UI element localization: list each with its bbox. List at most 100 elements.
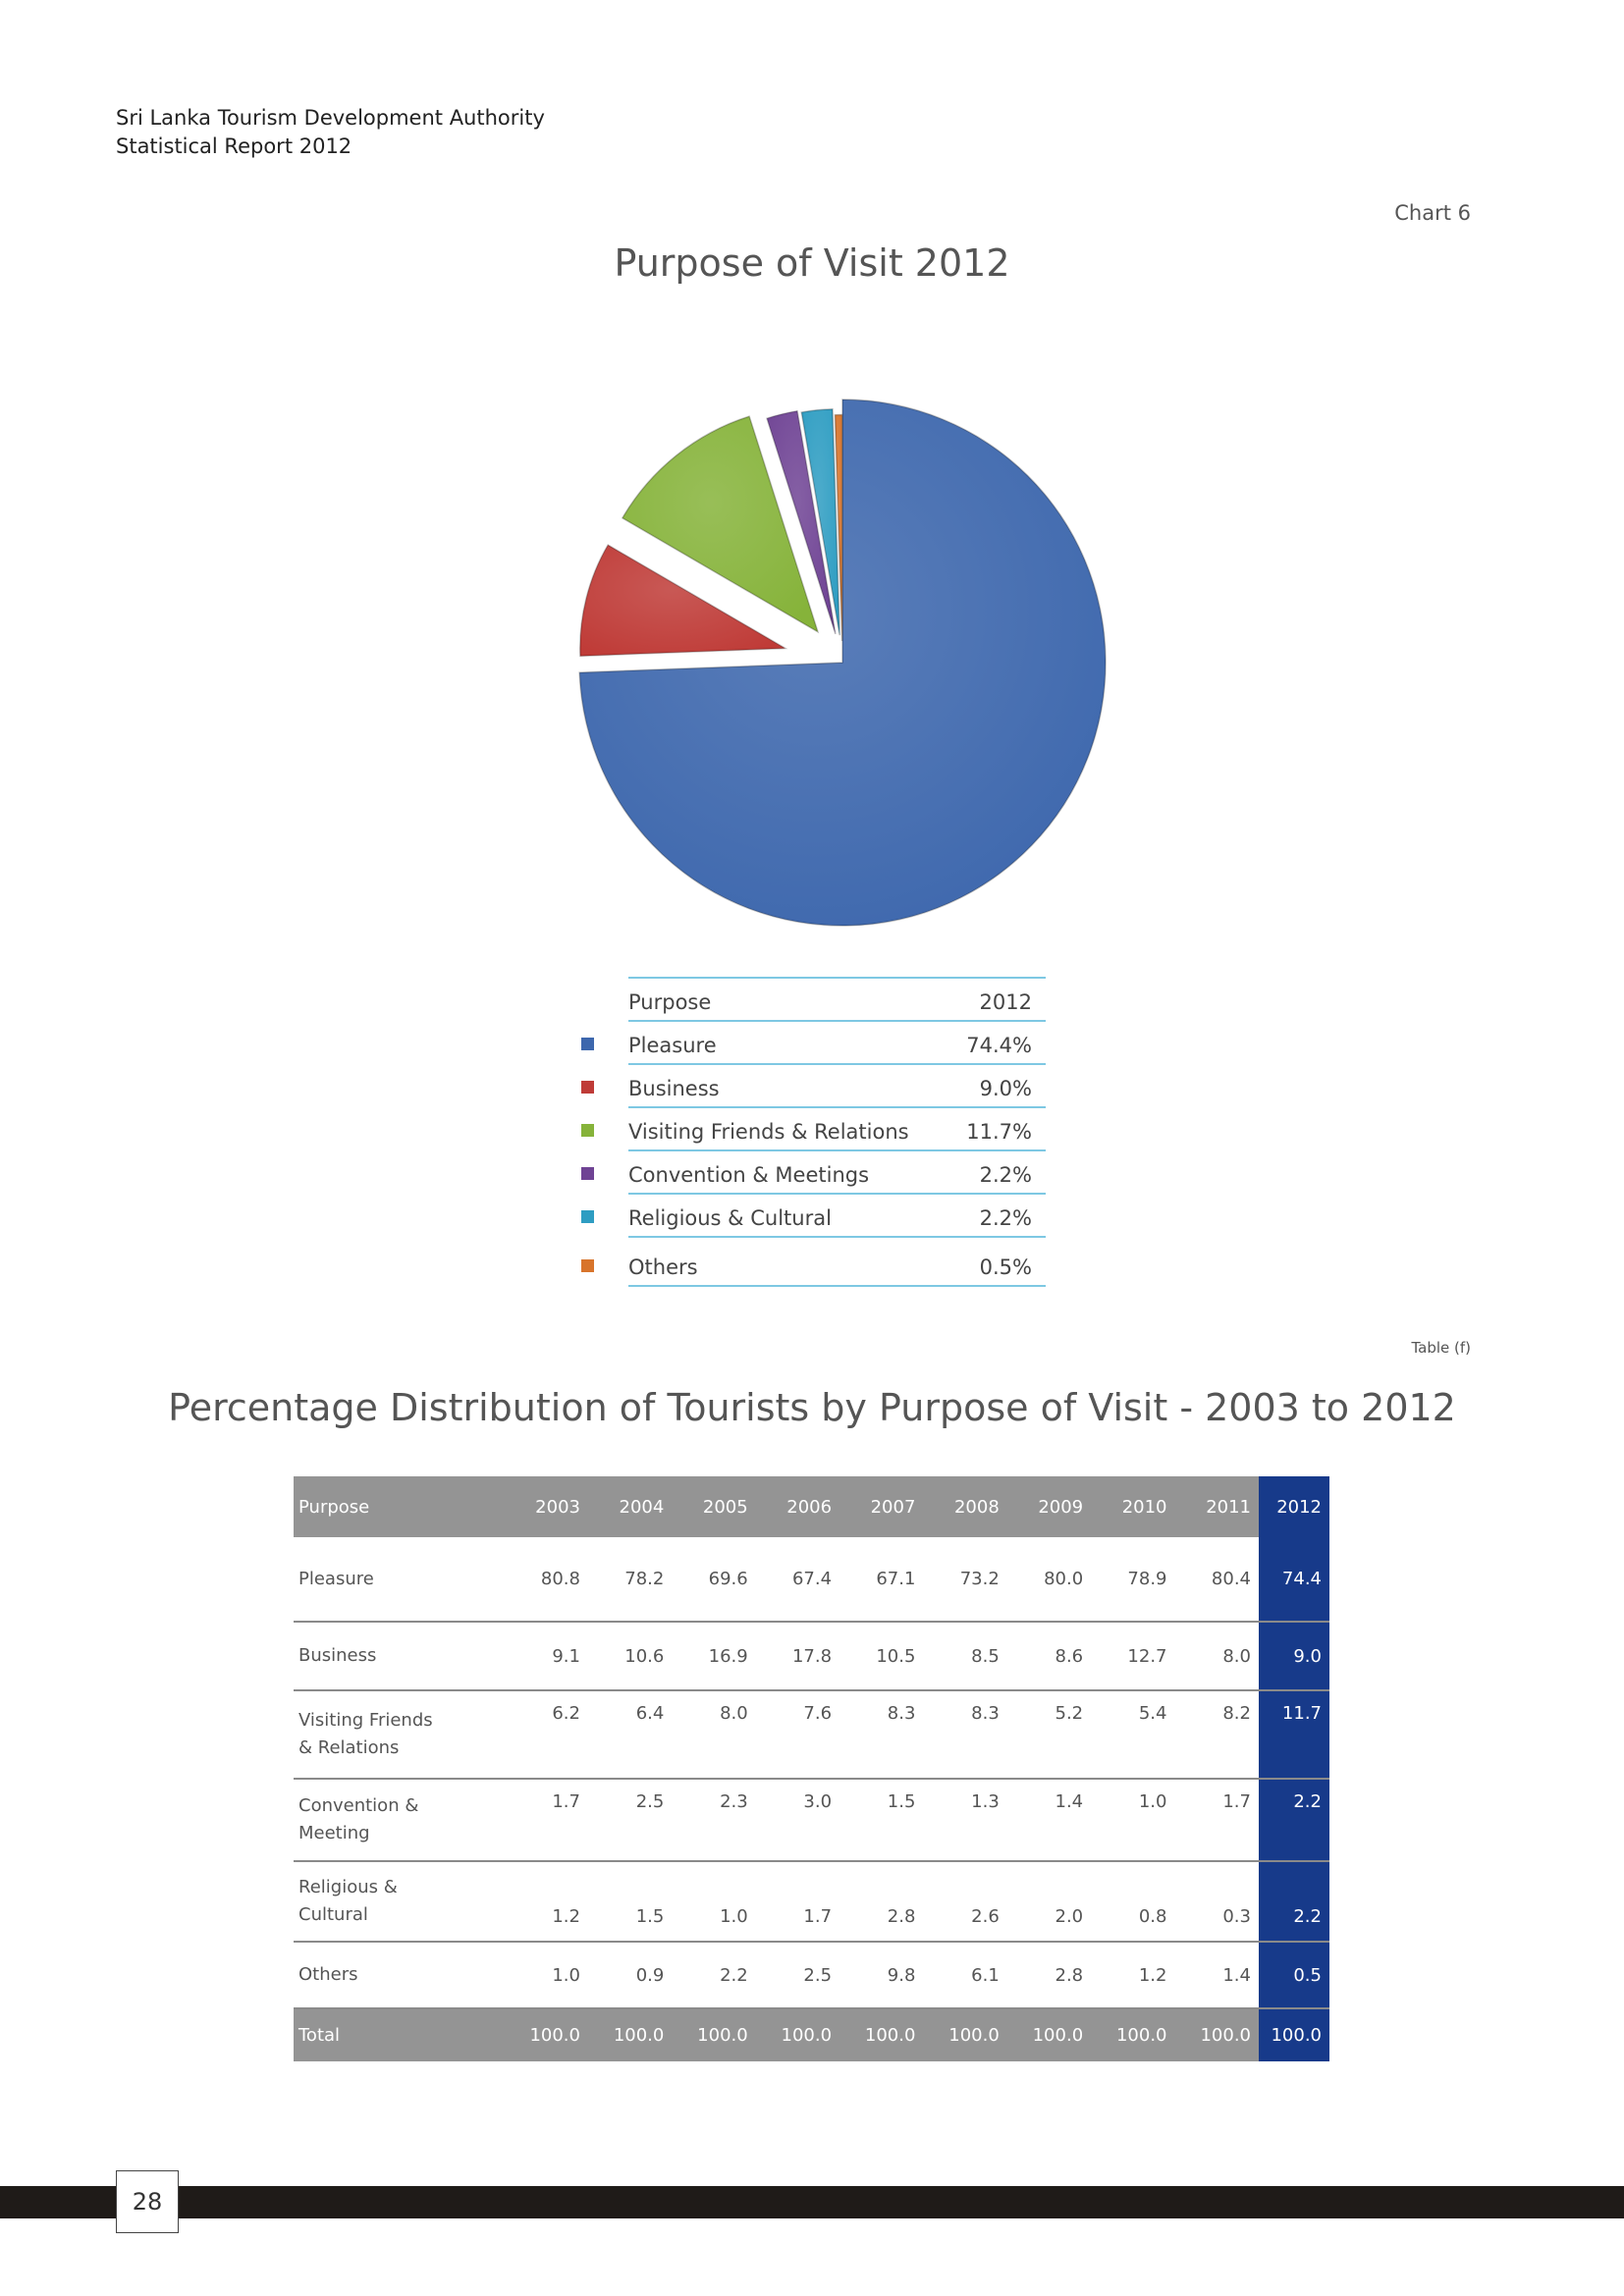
cell-value: 0.5 — [1259, 1942, 1329, 2008]
cell-value: 67.4 — [791, 1569, 833, 1589]
cell-value: 1.3 — [971, 1791, 1000, 1812]
cell-value: 8.0 — [1222, 1645, 1251, 1667]
legend-swatch — [581, 1167, 594, 1180]
chart-title: Purpose of Visit 2012 — [614, 241, 1010, 285]
total-value: 100.0 — [864, 2025, 916, 2046]
cell-value: 8.2 — [1222, 1703, 1251, 1724]
column-header-year: 2009 — [1038, 1496, 1084, 1518]
table-row: Visiting Friends & Relations 6.2 6.4 8.0 7.6 8… — [294, 1690, 1329, 1779]
cell-value: 1.0 — [720, 1906, 748, 1927]
cell-value: 8.3 — [887, 1703, 916, 1724]
row-purpose: Pleasure — [294, 1537, 505, 1622]
total-value: 100.0 — [613, 2025, 665, 2046]
pie-slice-business — [579, 544, 788, 658]
legend-label: Convention & Meetings — [628, 1163, 870, 1187]
cell-value: 78.9 — [1127, 1569, 1167, 1589]
cell-value: 6.4 — [635, 1703, 665, 1724]
row-purpose: Business — [294, 1622, 505, 1690]
pie-slice-religious-cultural — [800, 408, 840, 636]
cell-value: 10.5 — [876, 1645, 916, 1667]
legend-swatch — [581, 1259, 594, 1272]
org-name: Sri Lanka Tourism Development Authority — [116, 106, 545, 130]
cell-value: 8.6 — [1055, 1645, 1084, 1667]
row-purpose-line: & Relations — [298, 1737, 400, 1758]
pie-chart — [578, 399, 1107, 927]
cell-value: 0.8 — [1138, 1906, 1167, 1927]
cell-value: 67.1 — [876, 1569, 916, 1589]
row-purpose-line: Others — [298, 1964, 358, 1985]
table-row: Pleasure 80.8 78.2 69.6 67.4 67.1 73.2 80.0 78.9… — [294, 1537, 1329, 1622]
row-purpose: Convention & Meeting — [294, 1779, 505, 1861]
legend-swatch — [581, 1038, 594, 1050]
legend-row: Religious & Cultural 2.2% — [581, 1195, 1046, 1238]
cell-value: 1.5 — [887, 1791, 916, 1812]
cell-value: 5.4 — [1138, 1703, 1167, 1724]
legend-swatch — [581, 1210, 594, 1223]
cell-value: 1.7 — [803, 1906, 833, 1927]
column-header-year: 2012 — [1259, 1476, 1329, 1537]
total-value: 100.0 — [948, 2025, 1000, 2046]
cell-value: 8.3 — [971, 1703, 1000, 1724]
legend-swatch — [581, 1081, 594, 1094]
cell-value: 0.3 — [1222, 1906, 1251, 1927]
legend-value: 74.4% — [966, 1034, 1032, 1057]
cell-value: 8.5 — [971, 1645, 1000, 1667]
cell-value: 1.7 — [552, 1791, 580, 1812]
distribution-table: Purpose 2003 2004 2005 2006 2007 2008 2009 2010 2… — [294, 1476, 1329, 2061]
cell-value: 2.0 — [1055, 1906, 1084, 1927]
cell-value: 2.6 — [971, 1906, 1000, 1927]
cell-value: 74.4 — [1259, 1537, 1329, 1622]
row-purpose: Religious & Cultural — [294, 1861, 505, 1942]
table-row: Religious & Cultural 1.2 1.5 1.0 1.7 2.8 2.6 2.0… — [294, 1861, 1329, 1942]
cell-value: 1.0 — [552, 1964, 580, 1986]
column-header-year: 2006 — [786, 1496, 833, 1518]
cell-value: 5.2 — [1055, 1703, 1084, 1724]
column-header-year: 2008 — [953, 1496, 1000, 1518]
cell-value: 1.5 — [635, 1906, 665, 1927]
cell-value: 1.2 — [1138, 1964, 1167, 1986]
report-name: Statistical Report 2012 — [116, 134, 352, 158]
cell-value: 2.8 — [1055, 1964, 1084, 1986]
cell-value: 9.1 — [552, 1645, 580, 1667]
column-header-purpose: Purpose — [298, 1496, 370, 1518]
legend-value: 0.5% — [979, 1255, 1032, 1279]
cell-value: 12.7 — [1127, 1645, 1167, 1667]
legend-row: Others 0.5% — [581, 1238, 1046, 1287]
cell-value: 80.0 — [1044, 1569, 1084, 1589]
table-row: Convention & Meeting 1.7 2.5 2.3 3.0 1.5 1.3 1.4… — [294, 1779, 1329, 1861]
total-value: 100.0 — [1032, 2025, 1084, 2046]
cell-value: 9.8 — [887, 1964, 916, 1986]
cell-value: 2.2 — [720, 1964, 748, 1986]
cell-value: 17.8 — [791, 1645, 833, 1667]
cell-value: 10.6 — [624, 1645, 665, 1667]
cell-value: 2.5 — [803, 1964, 833, 1986]
legend-row: Business 9.0% — [581, 1065, 1046, 1108]
cell-value: 1.7 — [1222, 1791, 1251, 1812]
legend-label: Others — [628, 1255, 698, 1279]
row-purpose-line: Meeting — [298, 1823, 370, 1843]
row-purpose-line: Pleasure — [298, 1568, 374, 1589]
report-header: Sri Lanka Tourism Development Authority … — [116, 104, 545, 161]
legend-swatch — [581, 1124, 594, 1137]
cell-value: 2.5 — [635, 1791, 665, 1812]
cell-value: 1.4 — [1222, 1964, 1251, 1986]
legend-value: 2.2% — [979, 1163, 1032, 1187]
legend-label: Visiting Friends & Relations — [628, 1120, 909, 1144]
legend-row: Visiting Friends & Relations 11.7% — [581, 1108, 1046, 1151]
pie-slice-others — [834, 413, 843, 642]
cell-value: 9.0 — [1259, 1622, 1329, 1690]
chart-legend-table: Purpose 2012 Pleasure 74.4% Business 9.0% Vi… — [579, 977, 1046, 1287]
legend-row: Convention & Meetings 2.2% — [581, 1151, 1046, 1195]
pie-slice-convention-meetings — [766, 409, 837, 635]
footer-bar — [0, 2186, 1624, 2218]
legend-label: Business — [628, 1077, 720, 1100]
cell-value: 80.8 — [540, 1569, 580, 1589]
row-purpose: Visiting Friends & Relations — [294, 1690, 505, 1779]
legend-row: Pleasure 74.4% — [581, 1022, 1046, 1065]
cell-value: 6.2 — [552, 1703, 580, 1724]
cell-value: 2.8 — [887, 1906, 916, 1927]
table-number: Table (f) — [1411, 1339, 1471, 1357]
cell-value: 80.4 — [1211, 1569, 1251, 1589]
cell-value: 1.2 — [552, 1906, 580, 1927]
total-value: 100.0 — [697, 2025, 748, 2046]
